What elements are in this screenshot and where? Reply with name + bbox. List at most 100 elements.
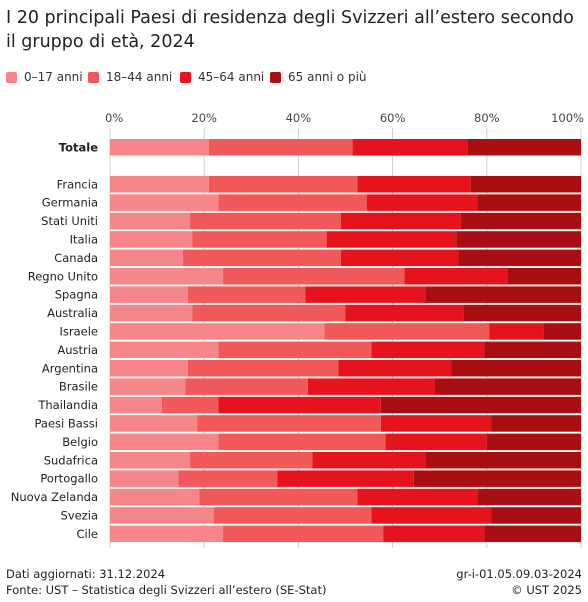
footer-code: gr-i-01.05.09.03-2024: [456, 567, 582, 581]
legend-label-65-plus: 65 anni o più: [288, 70, 367, 84]
bar-segment[interactable]: [491, 507, 581, 524]
bar-segment[interactable]: [486, 433, 581, 451]
bar-segment[interactable]: [110, 433, 219, 451]
category-label: Totale: [59, 140, 98, 154]
bar-segment[interactable]: [324, 323, 490, 340]
bar-segment[interactable]: [110, 396, 162, 414]
legend-item-65-plus[interactable]: 65 anni o più: [270, 70, 367, 84]
bar-segment[interactable]: [305, 286, 426, 303]
bar-segment[interactable]: [183, 249, 341, 267]
bar-segment[interactable]: [110, 231, 193, 248]
bar-segment[interactable]: [208, 176, 358, 193]
bar-segment[interactable]: [218, 341, 372, 359]
bar-segment[interactable]: [161, 396, 219, 414]
bar-segment[interactable]: [110, 139, 209, 156]
bar-segment[interactable]: [187, 286, 306, 303]
bar-segment[interactable]: [470, 176, 581, 193]
bar-segment[interactable]: [484, 525, 581, 543]
footer-source: Fonte: UST – Statistica degli Svizzeri a…: [6, 583, 327, 597]
bar-segment[interactable]: [277, 470, 414, 487]
bar-segment[interactable]: [218, 194, 367, 211]
bar-segment[interactable]: [110, 341, 219, 359]
bar-segment[interactable]: [434, 378, 581, 395]
bar-segment[interactable]: [371, 341, 485, 359]
bar-segment[interactable]: [110, 525, 224, 543]
category-label: Nuova Zelanda: [11, 490, 98, 504]
bar-segment[interactable]: [371, 507, 492, 524]
x-tick-label: 60%: [380, 111, 406, 125]
bar-segment[interactable]: [425, 286, 581, 303]
bar-segment[interactable]: [208, 139, 353, 156]
bar-segment[interactable]: [218, 433, 386, 451]
bar-segment[interactable]: [199, 488, 358, 506]
bar-segment[interactable]: [213, 507, 372, 524]
bar-segment[interactable]: [345, 304, 464, 322]
bar-segment[interactable]: [110, 470, 179, 487]
bar-segment[interactable]: [477, 488, 581, 506]
bar-segment[interactable]: [110, 212, 191, 230]
bar-segment[interactable]: [451, 360, 581, 377]
bar-segment[interactable]: [110, 452, 191, 469]
bar-segment[interactable]: [110, 507, 214, 524]
bar-segment[interactable]: [338, 360, 452, 377]
bar-segment[interactable]: [178, 470, 278, 487]
bar-segment[interactable]: [357, 488, 478, 506]
bar-segment[interactable]: [110, 323, 325, 340]
bar-segment[interactable]: [380, 415, 492, 432]
bar-segment[interactable]: [456, 231, 581, 248]
bar-segment[interactable]: [413, 470, 581, 487]
bar-segment[interactable]: [190, 452, 313, 469]
bar-segment[interactable]: [467, 139, 581, 156]
bar-segment[interactable]: [312, 452, 426, 469]
bar-segment[interactable]: [307, 378, 435, 395]
bar-segment[interactable]: [380, 396, 581, 414]
bar-segment[interactable]: [223, 525, 384, 543]
bar-segment[interactable]: [484, 341, 581, 359]
bar-segment[interactable]: [110, 176, 209, 193]
bar-segment[interactable]: [192, 231, 327, 248]
bar-segment[interactable]: [340, 212, 461, 230]
bar-segment[interactable]: [463, 304, 581, 322]
bar-segment[interactable]: [110, 378, 186, 395]
bar-segment[interactable]: [477, 194, 581, 211]
bar-segment[interactable]: [458, 249, 581, 267]
bar-segment[interactable]: [507, 268, 581, 285]
bar-segment[interactable]: [223, 268, 405, 285]
bar-segment[interactable]: [366, 194, 478, 211]
legend-label-45-64: 45–64 anni: [198, 70, 265, 84]
category-label: Italia: [70, 232, 98, 246]
bar-segment[interactable]: [340, 249, 459, 267]
bar-segment[interactable]: [197, 415, 381, 432]
bar-segment[interactable]: [357, 176, 471, 193]
bar-segment[interactable]: [110, 360, 188, 377]
legend-label-18-44: 18–44 anni: [106, 70, 173, 84]
bar-segment[interactable]: [425, 452, 581, 469]
bar-segment[interactable]: [185, 378, 308, 395]
bar-segment[interactable]: [110, 268, 224, 285]
bar-segment[interactable]: [190, 212, 341, 230]
bar-segment[interactable]: [110, 415, 198, 432]
bar-segment[interactable]: [218, 396, 381, 414]
bar-segment[interactable]: [383, 525, 485, 543]
bar-segment[interactable]: [187, 360, 339, 377]
bar-segment[interactable]: [192, 304, 346, 322]
bar-segment[interactable]: [110, 286, 188, 303]
x-tick-label: 40%: [286, 111, 312, 125]
bar-segment[interactable]: [460, 212, 581, 230]
bar-segment[interactable]: [110, 249, 184, 267]
bar-segment[interactable]: [385, 433, 487, 451]
bar-segment[interactable]: [352, 139, 468, 156]
bar-segment[interactable]: [326, 231, 457, 248]
bar-segment[interactable]: [404, 268, 508, 285]
bar-segment[interactable]: [543, 323, 581, 340]
legend-item-0-17[interactable]: 0–17 anni: [6, 70, 83, 84]
legend-item-18-44[interactable]: 18–44 anni: [88, 70, 172, 84]
legend-item-45-64[interactable]: 45–64 anni: [180, 70, 264, 84]
bar-segment[interactable]: [110, 194, 219, 211]
bar-segment[interactable]: [491, 415, 581, 432]
bar-segment[interactable]: [110, 488, 200, 506]
chart-title: I 20 principali Paesi di residenza degli…: [6, 8, 574, 52]
bar-segment[interactable]: [489, 323, 544, 340]
bar-segment[interactable]: [110, 304, 193, 322]
category-label: Canada: [54, 251, 98, 265]
